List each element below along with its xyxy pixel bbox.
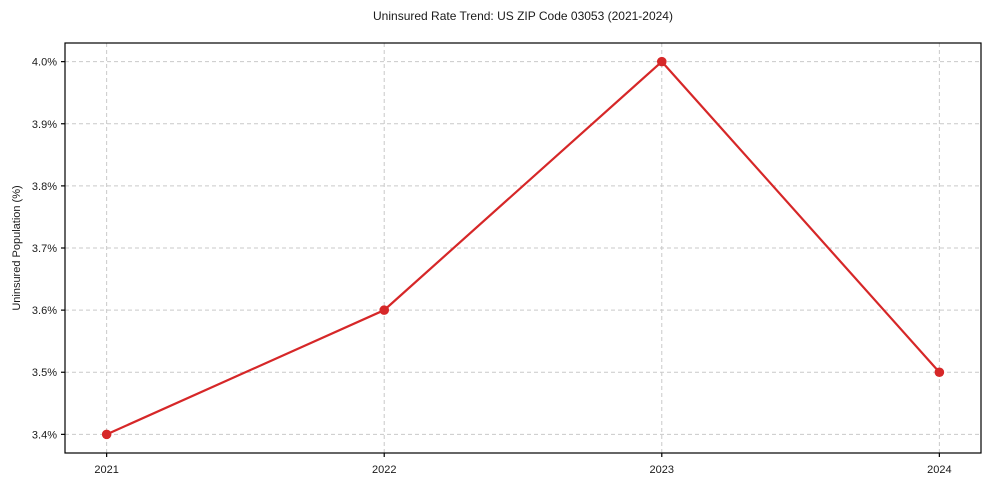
x-tick-label: 2023 bbox=[650, 464, 674, 476]
y-tick-label: 3.7% bbox=[32, 243, 57, 255]
data-point-marker bbox=[656, 56, 667, 67]
trend-line bbox=[105, 60, 941, 436]
x-tick-label: 2024 bbox=[927, 464, 951, 476]
data-point-marker bbox=[934, 367, 945, 378]
x-tick-label: 2022 bbox=[372, 464, 396, 476]
data-point-marker bbox=[379, 305, 390, 315]
x-tick-label: 2021 bbox=[94, 464, 118, 476]
y-tick-label: 3.6% bbox=[32, 305, 57, 317]
y-tick-label: 3.8% bbox=[32, 181, 57, 193]
y-tick-label: 4.0% bbox=[32, 57, 57, 69]
y-tick-label: 3.9% bbox=[32, 119, 57, 131]
y-tick-label: 3.4% bbox=[32, 429, 57, 441]
chart-title: Uninsured Rate Trend: US ZIP Code 03053 … bbox=[373, 9, 673, 23]
y-tick-label: 3.5% bbox=[32, 367, 57, 379]
data-point-marker bbox=[101, 429, 112, 440]
